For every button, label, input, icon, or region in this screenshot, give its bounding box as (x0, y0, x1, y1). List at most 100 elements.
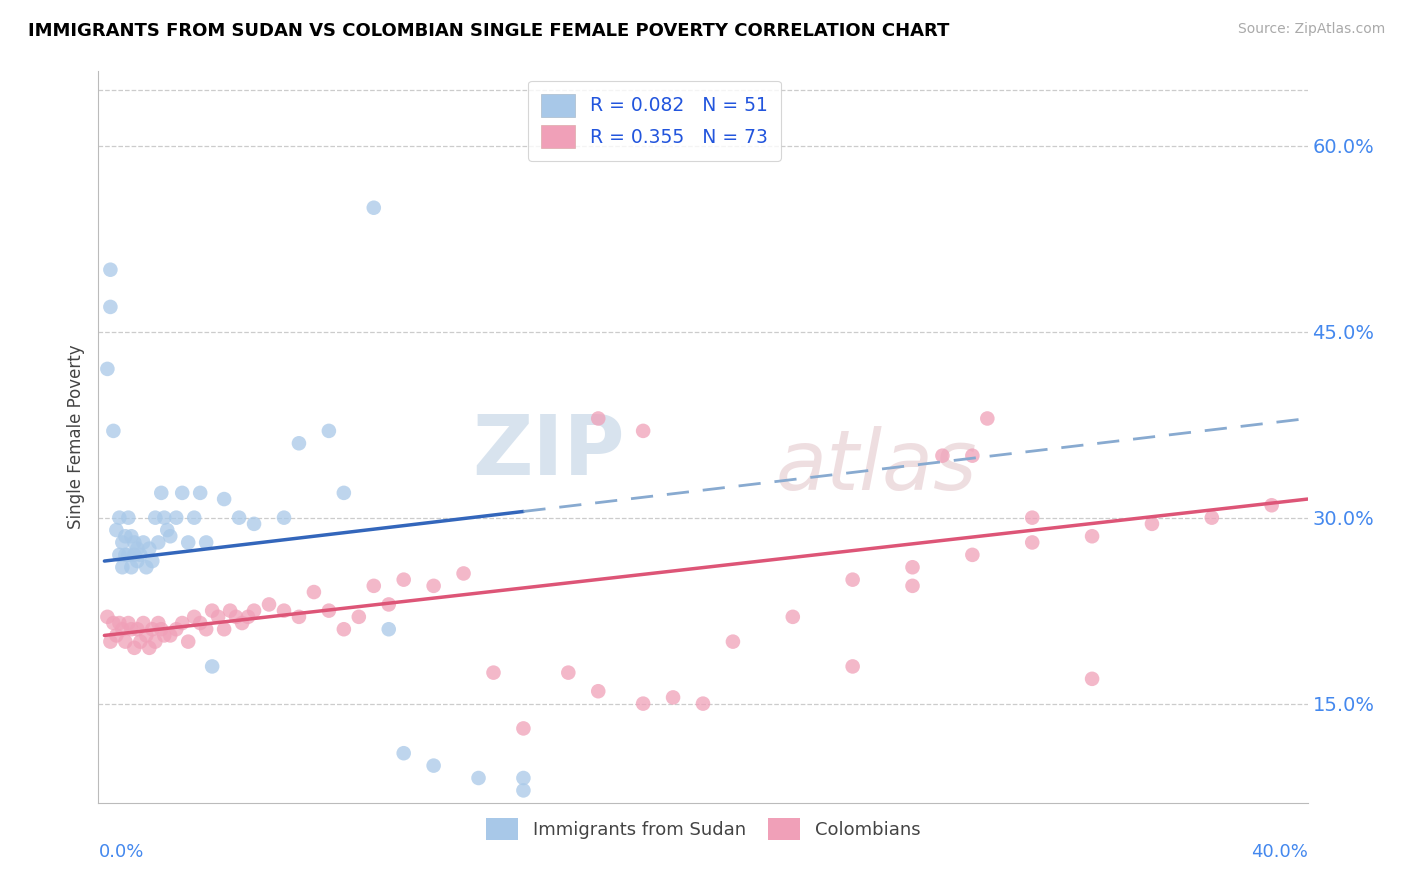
Text: IMMIGRANTS FROM SUDAN VS COLOMBIAN SINGLE FEMALE POVERTY CORRELATION CHART: IMMIGRANTS FROM SUDAN VS COLOMBIAN SINGL… (28, 22, 949, 40)
Point (841, 659, 863, 673)
Point (841, 573, 863, 587)
Point (127, 541, 149, 556)
Point (422, 579, 444, 593)
Point (153, 628, 176, 642)
Point (212, 491, 235, 506)
Point (105, 628, 128, 642)
Point (318, 424, 340, 438)
Point (288, 610, 311, 624)
Point (127, 622, 149, 636)
Text: ZIP: ZIP (472, 411, 624, 492)
Point (117, 510, 139, 524)
Legend: Immigrants from Sudan, Colombians: Immigrants from Sudan, Colombians (477, 808, 929, 848)
Point (318, 604, 340, 618)
Point (132, 535, 155, 549)
Point (195, 622, 218, 636)
Point (108, 548, 131, 562)
Point (302, 585, 325, 599)
Point (183, 610, 205, 624)
Point (721, 634, 744, 648)
Point (172, 615, 194, 630)
Point (124, 640, 146, 655)
Point (165, 510, 187, 524)
Point (111, 622, 134, 636)
Point (188, 486, 211, 500)
Point (177, 634, 200, 648)
Point (586, 411, 609, 425)
Y-axis label: Single Female Poverty: Single Female Poverty (66, 345, 84, 529)
Point (129, 548, 152, 562)
Point (120, 560, 142, 574)
Point (103, 424, 125, 438)
Point (132, 615, 155, 630)
Point (143, 510, 166, 524)
Point (422, 758, 444, 772)
Point (114, 529, 136, 543)
Point (183, 510, 205, 524)
Point (108, 615, 131, 630)
Point (150, 486, 173, 500)
Point (156, 523, 179, 537)
Point (117, 548, 139, 562)
Point (159, 628, 181, 642)
Point (188, 615, 211, 630)
Point (901, 560, 924, 574)
Point (141, 554, 163, 568)
Point (392, 746, 415, 760)
Point (124, 535, 146, 549)
Point (1021, 535, 1043, 549)
Point (467, 771, 489, 785)
Point (148, 615, 170, 630)
Point (127, 554, 149, 568)
Point (138, 541, 160, 556)
Point (103, 615, 125, 630)
Point (172, 486, 194, 500)
Point (111, 560, 134, 574)
Point (120, 529, 142, 543)
Point (288, 436, 311, 450)
Point (219, 604, 242, 618)
Point (105, 523, 128, 537)
Point (96, 610, 118, 624)
Point (148, 535, 170, 549)
Point (1201, 510, 1223, 524)
Point (207, 610, 229, 624)
Point (108, 510, 131, 524)
Point (962, 548, 984, 562)
Point (228, 510, 250, 524)
Point (201, 659, 224, 673)
Point (962, 449, 984, 463)
Point (377, 598, 399, 612)
Point (512, 771, 534, 785)
Point (586, 684, 609, 698)
Point (363, 201, 385, 215)
Point (165, 622, 187, 636)
Point (512, 722, 534, 736)
Point (333, 622, 356, 636)
Point (225, 610, 247, 624)
Point (631, 424, 654, 438)
Point (257, 598, 280, 612)
Point (138, 640, 160, 655)
Point (100, 300, 122, 314)
Point (392, 573, 415, 587)
Point (901, 579, 924, 593)
Point (976, 411, 998, 425)
Point (1021, 510, 1043, 524)
Point (631, 697, 654, 711)
Point (782, 610, 804, 624)
Point (1081, 672, 1104, 686)
Point (482, 665, 505, 680)
Point (124, 548, 146, 562)
Point (453, 566, 475, 581)
Point (377, 622, 399, 636)
Point (141, 622, 163, 636)
Point (931, 449, 953, 463)
Point (201, 604, 224, 618)
Point (1260, 498, 1282, 512)
Point (100, 634, 122, 648)
Point (114, 548, 136, 562)
Point (135, 628, 157, 642)
Point (150, 622, 173, 636)
Point (117, 615, 139, 630)
